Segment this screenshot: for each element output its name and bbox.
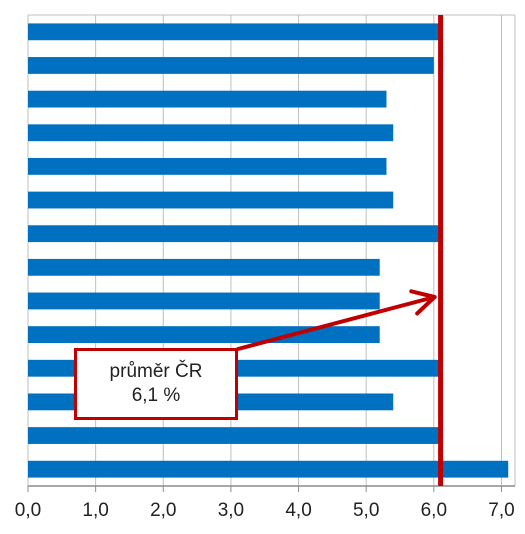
bar — [28, 158, 386, 175]
x-tick-label: 5,0 — [353, 500, 379, 521]
bar — [28, 326, 380, 343]
x-tick-label: 7,0 — [488, 500, 514, 521]
bar — [28, 259, 380, 276]
bar — [28, 192, 393, 209]
bar — [28, 225, 441, 242]
bar — [28, 91, 386, 108]
bar — [28, 23, 441, 40]
average-annotation-box: průměr ČR 6,1 % — [74, 348, 238, 420]
bar — [28, 427, 441, 444]
x-tick-label: 0,0 — [15, 500, 41, 521]
x-tick-label: 3,0 — [218, 500, 244, 521]
average-value: 6,1 % — [132, 384, 181, 408]
bar — [28, 461, 508, 478]
bar — [28, 293, 380, 310]
x-axis-ticks: 0,0 1,0 2,0 3,0 4,0 5,0 6,0 7,0 — [15, 486, 515, 521]
x-tick-label: 1,0 — [82, 500, 108, 521]
bar — [28, 124, 393, 141]
bar — [28, 57, 434, 74]
average-label: průměr ČR — [110, 360, 203, 384]
x-tick-label: 4,0 — [285, 500, 311, 521]
x-tick-label: 2,0 — [150, 500, 176, 521]
x-tick-label: 6,0 — [421, 500, 447, 521]
